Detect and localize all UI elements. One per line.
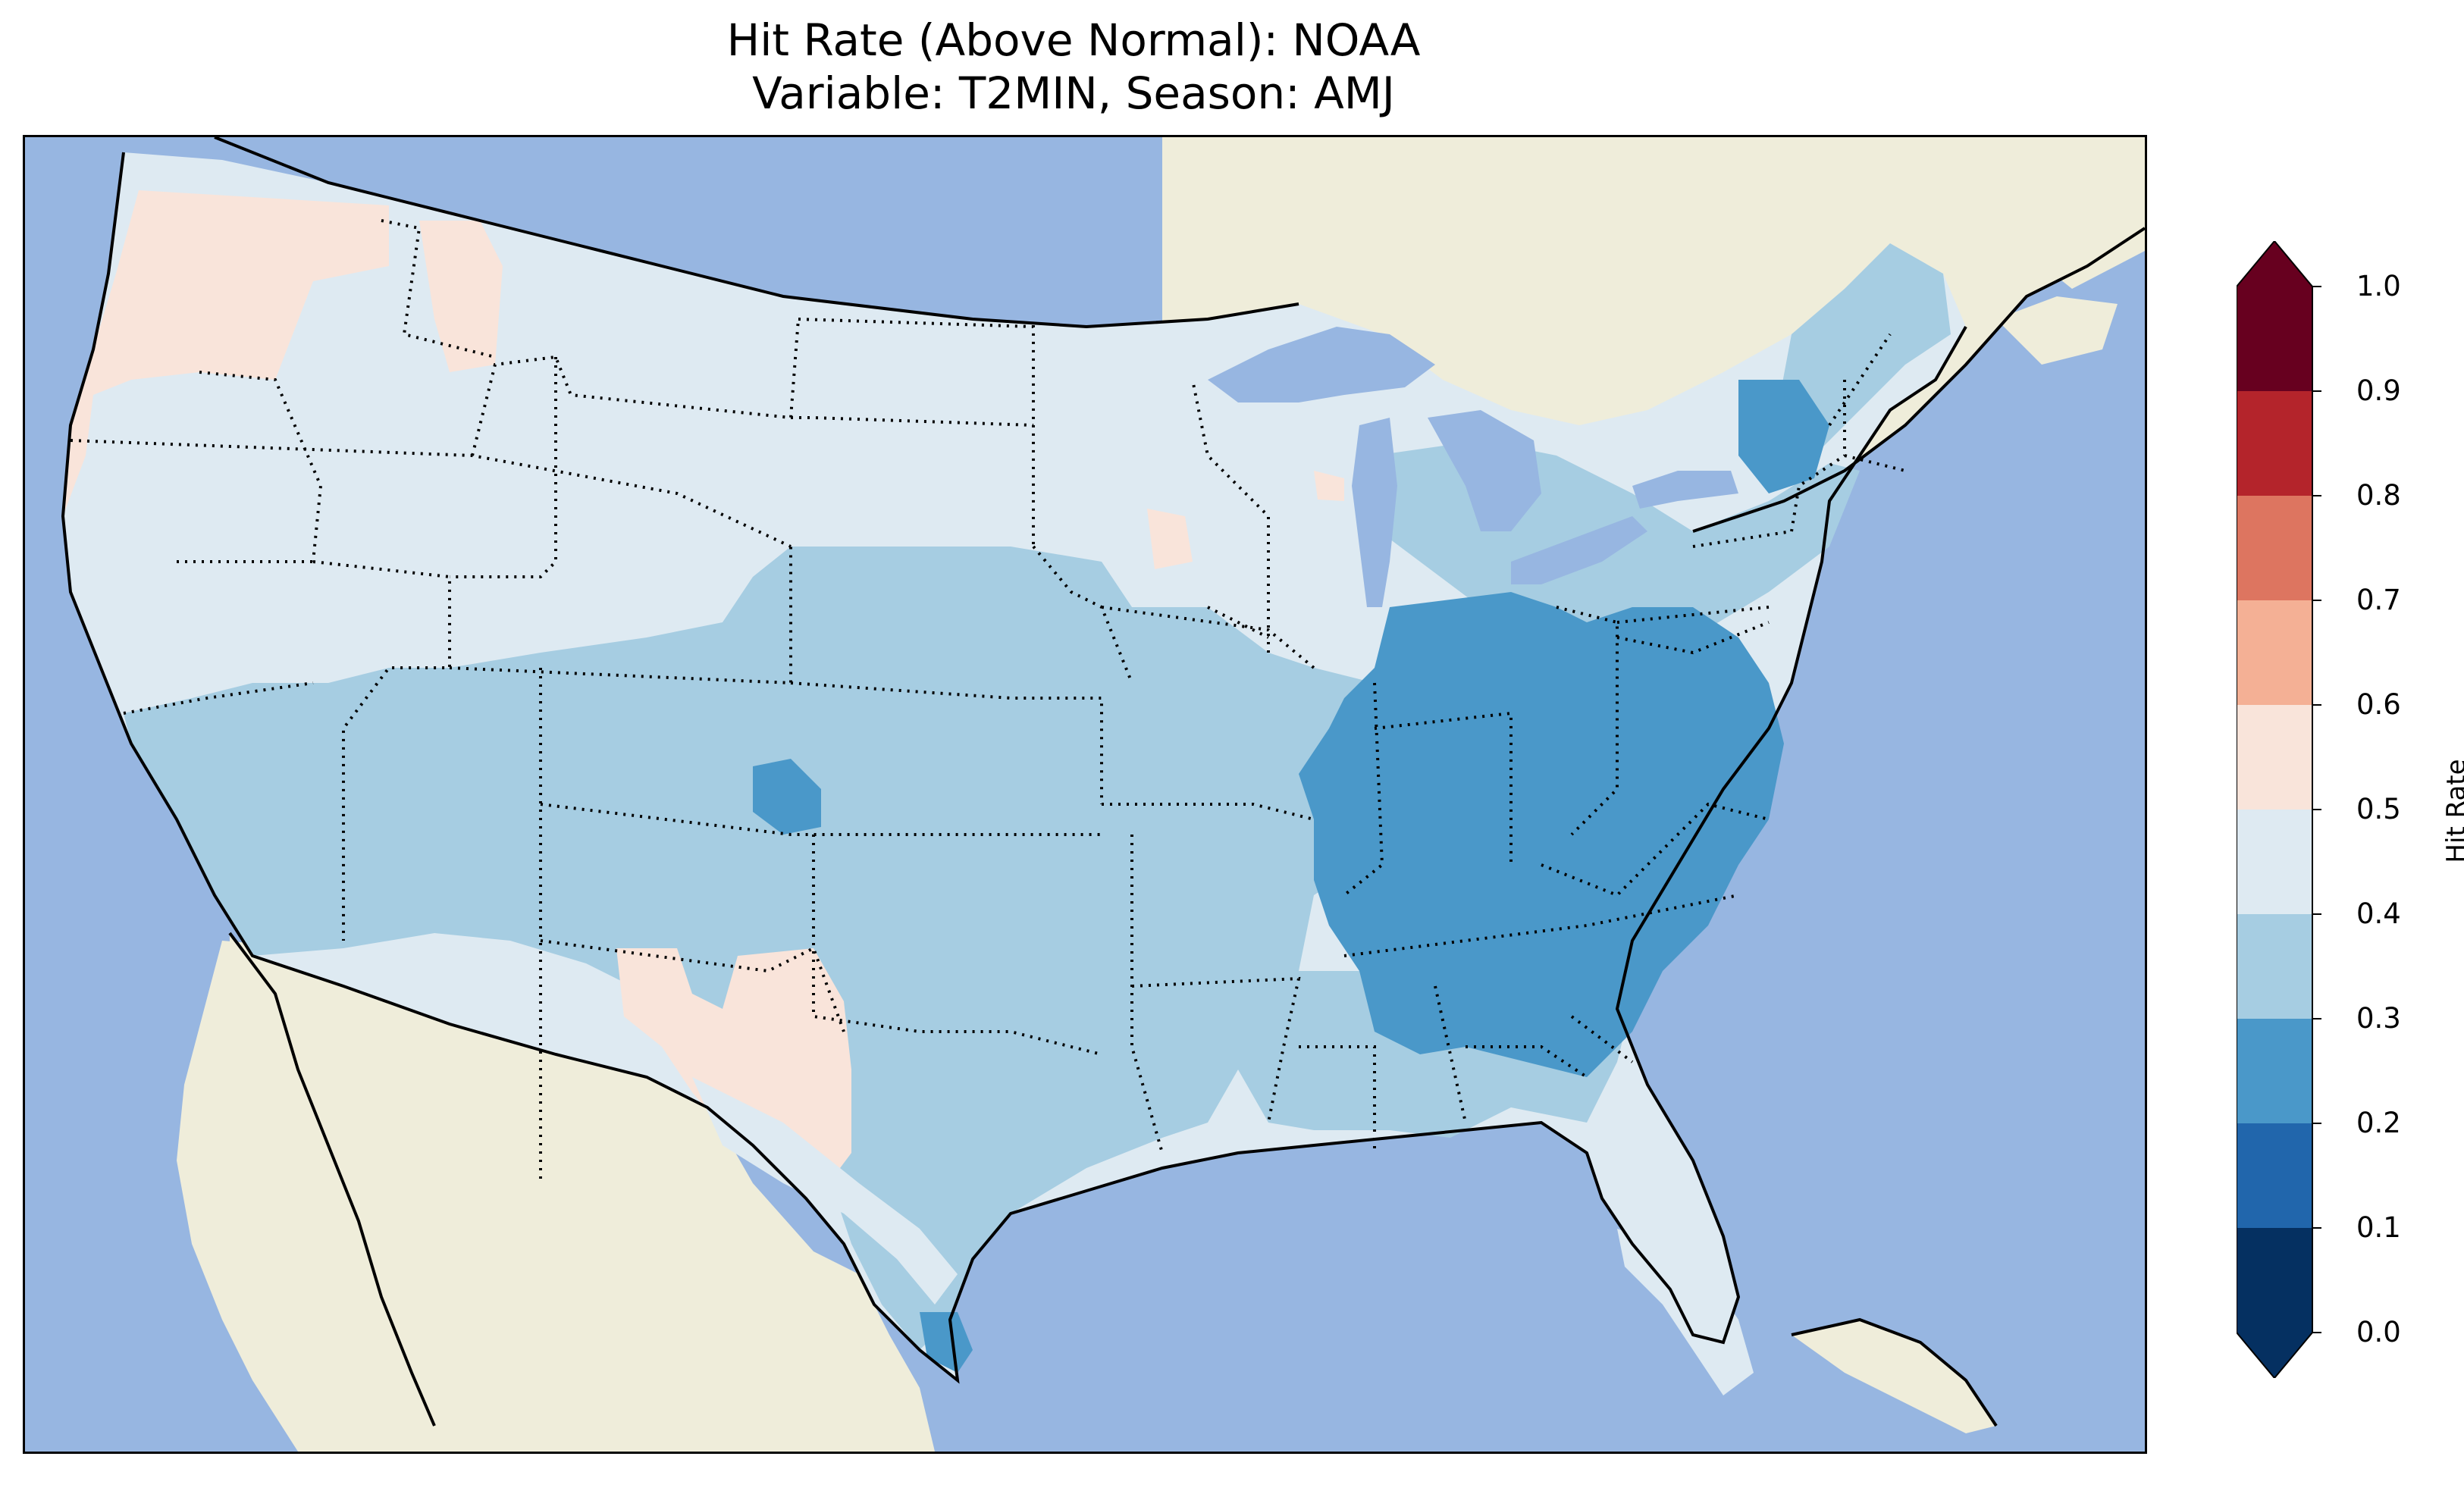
lake-superior bbox=[1208, 327, 1435, 402]
cbar-tick-label: 0.8 bbox=[2356, 479, 2401, 512]
cbar-extend-bottom bbox=[2237, 1333, 2312, 1378]
cbar-tick-label: 0.7 bbox=[2356, 584, 2401, 616]
figure-title: Hit Rate (Above Normal): NOAA Variable: … bbox=[0, 14, 2147, 120]
cbar-bin-3 bbox=[2237, 914, 2312, 1019]
colorbar-label: Hit Rate bbox=[2441, 759, 2464, 863]
region-ohio-valley-southeast bbox=[1299, 592, 1784, 1077]
region-central-plains bbox=[124, 547, 1405, 1350]
cbar-tick-label: 0.3 bbox=[2356, 1002, 2401, 1035]
cbar-bin-4 bbox=[2237, 810, 2312, 914]
cbar-bin-1 bbox=[2237, 1123, 2312, 1228]
cbar-bin-6 bbox=[2237, 600, 2312, 705]
region-northeast-dark bbox=[1738, 380, 1829, 493]
cbar-tick-label: 0.5 bbox=[2356, 793, 2401, 825]
cbar-tick-label: 0.9 bbox=[2356, 374, 2401, 407]
region-colorado-dark bbox=[753, 759, 821, 835]
coastlines bbox=[61, 137, 2145, 1427]
region-pacific-northwest bbox=[63, 190, 389, 516]
region-nebraska-patch bbox=[1147, 509, 1193, 569]
state-borders bbox=[70, 219, 1906, 1183]
cbar-ticks bbox=[2312, 286, 2321, 1333]
lake-michigan bbox=[1352, 418, 1397, 607]
region-west-texas-pink bbox=[616, 948, 851, 1183]
cbar-bin-7 bbox=[2237, 496, 2312, 600]
region-texas-light-band bbox=[692, 1077, 958, 1305]
colorbar bbox=[2237, 241, 2321, 1378]
title-line-1: Hit Rate (Above Normal): NOAA bbox=[726, 14, 1421, 66]
cbar-tick-label: 1.0 bbox=[2356, 270, 2401, 302]
region-florida bbox=[1617, 1229, 1754, 1395]
nova-scotia-land bbox=[1996, 296, 2118, 365]
cbar-bin-0 bbox=[2237, 1228, 2312, 1333]
region-southwest-blue bbox=[131, 683, 343, 956]
cbar-tick-label: 0.0 bbox=[2356, 1316, 2401, 1348]
lake-ontario bbox=[1632, 471, 1738, 509]
cbar-bin-2 bbox=[2237, 1019, 2312, 1123]
lake-erie bbox=[1511, 516, 1647, 584]
region-wisconsin-patch bbox=[1314, 471, 1344, 501]
title-line-2: Variable: T2MIN, Season: AMJ bbox=[752, 67, 1395, 119]
cbar-bin-5 bbox=[2237, 705, 2312, 810]
cbar-tick-label: 0.4 bbox=[2356, 897, 2401, 930]
cbar-tick-label: 0.2 bbox=[2356, 1107, 2401, 1139]
cbar-bin-9 bbox=[2237, 287, 2312, 391]
region-idaho-patch bbox=[419, 221, 503, 372]
map-svg bbox=[25, 137, 2145, 1452]
cbar-bin-8 bbox=[2237, 391, 2312, 496]
cbar-extend-top bbox=[2237, 241, 2312, 287]
cbar-tick-label: 0.6 bbox=[2356, 688, 2401, 721]
cbar-tick-label: 0.1 bbox=[2356, 1211, 2401, 1244]
cuba-land bbox=[1792, 1320, 1996, 1433]
region-south-texas-dark bbox=[920, 1312, 973, 1373]
lake-huron bbox=[1428, 410, 1541, 531]
map-panel bbox=[23, 135, 2147, 1454]
